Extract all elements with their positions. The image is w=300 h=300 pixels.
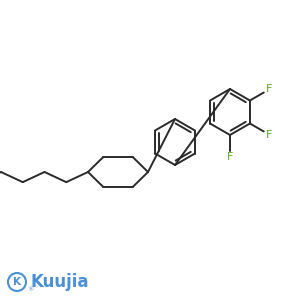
Text: K: K <box>13 277 21 287</box>
Text: ®: ® <box>27 287 33 292</box>
Text: Kuujia: Kuujia <box>31 273 89 291</box>
Text: F: F <box>266 130 272 140</box>
Text: F: F <box>227 152 233 162</box>
Text: F: F <box>266 85 272 94</box>
